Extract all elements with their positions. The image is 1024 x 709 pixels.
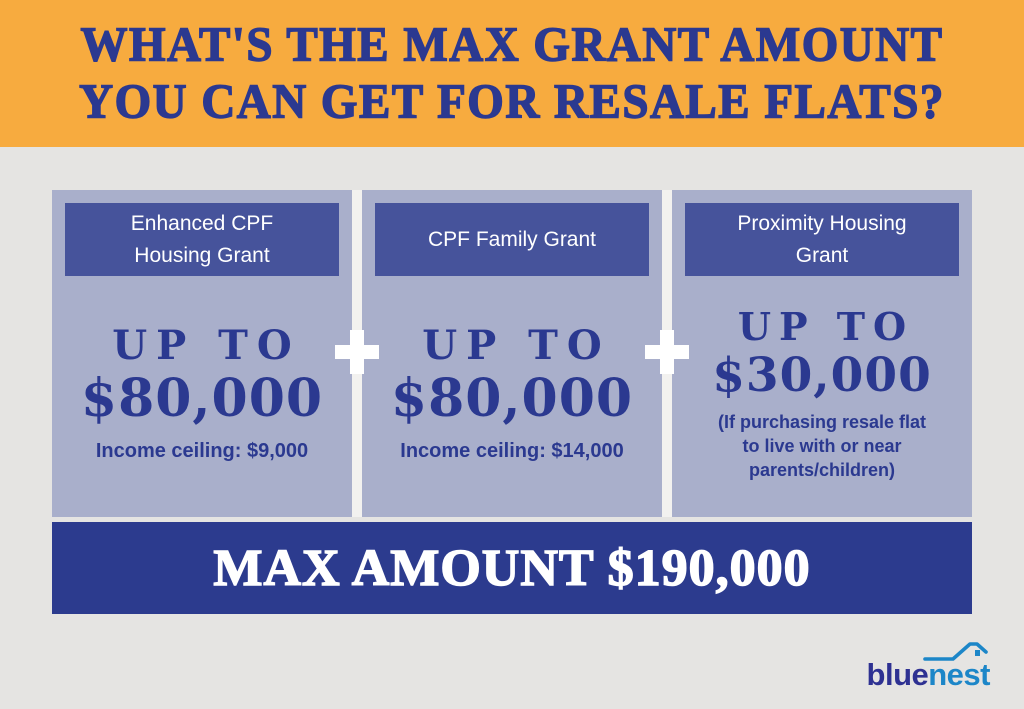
header-band: WHAT'S THE MAX GRANT AMOUNT YOU CAN GET …	[0, 0, 1024, 147]
bluenest-logo: blue nest	[866, 642, 990, 693]
grant-details: UP TO $30,000 (If purchasing resale flat…	[672, 276, 972, 517]
grant-details: UP TO $80,000 Income ceiling: $9,000	[52, 276, 352, 517]
page-title-line2: YOU CAN GET FOR RESALE FLATS?	[78, 74, 945, 130]
grant-note-line: (If purchasing resale flat	[717, 411, 927, 432]
up-to-label: UP TO	[112, 322, 301, 370]
grant-columns: Enhanced CPF Housing Grant UP TO $80,000…	[52, 190, 972, 517]
grant-title-line: Grant	[795, 243, 849, 267]
logo-text-nest: nest	[928, 657, 990, 692]
grant-note-line: to live with or near	[742, 436, 902, 457]
grant-title-enhanced-cpf: Enhanced CPF Housing Grant	[65, 203, 339, 276]
max-amount-text: MAX AMOUNT $190,000	[213, 539, 811, 598]
grant-note: (If purchasing resale flat to live with …	[718, 410, 926, 483]
grant-column-proximity-housing: Proximity Housing Grant UP TO $30,000 (I…	[672, 190, 972, 517]
page-title: WHAT'S THE MAX GRANT AMOUNT YOU CAN GET …	[78, 16, 945, 130]
grant-title-line: Proximity Housing	[737, 212, 907, 235]
grant-amount: $80,000	[80, 368, 324, 430]
up-to-label: UP TO	[737, 304, 915, 350]
plus-icon	[642, 327, 692, 377]
grant-note-line: Income ceiling: $14,000	[400, 439, 624, 462]
grant-title-proximity-housing: Proximity Housing Grant	[685, 203, 959, 276]
grant-title-line: Enhanced CPF	[130, 212, 274, 235]
up-to-label: UP TO	[422, 322, 611, 370]
grant-note: Income ceiling: $14,000	[400, 438, 623, 465]
grant-amount: $80,000	[390, 368, 634, 430]
grant-amount: $30,000	[712, 348, 932, 404]
grant-title-line: Housing Grant	[134, 243, 270, 267]
grant-title-cpf-family: CPF Family Grant	[375, 203, 649, 276]
plus-icon	[332, 327, 382, 377]
grant-title-line: CPF Family Grant	[427, 227, 597, 251]
page-title-line1: WHAT'S THE MAX GRANT AMOUNT	[80, 17, 944, 73]
grant-note-line: Income ceiling: $9,000	[95, 439, 309, 462]
grant-details: UP TO $80,000 Income ceiling: $14,000	[362, 276, 662, 517]
logo-text-blue: blue	[866, 657, 929, 692]
grant-note: Income ceiling: $9,000	[96, 438, 308, 465]
logo-nest-wrap: nest	[923, 642, 990, 693]
max-amount-banner: MAX AMOUNT $190,000	[52, 522, 972, 614]
grant-column-cpf-family: CPF Family Grant UP TO $80,000 Income ce…	[362, 190, 662, 517]
grant-note-line: parents/children)	[748, 460, 896, 481]
grant-column-enhanced-cpf: Enhanced CPF Housing Grant UP TO $80,000…	[52, 190, 352, 517]
